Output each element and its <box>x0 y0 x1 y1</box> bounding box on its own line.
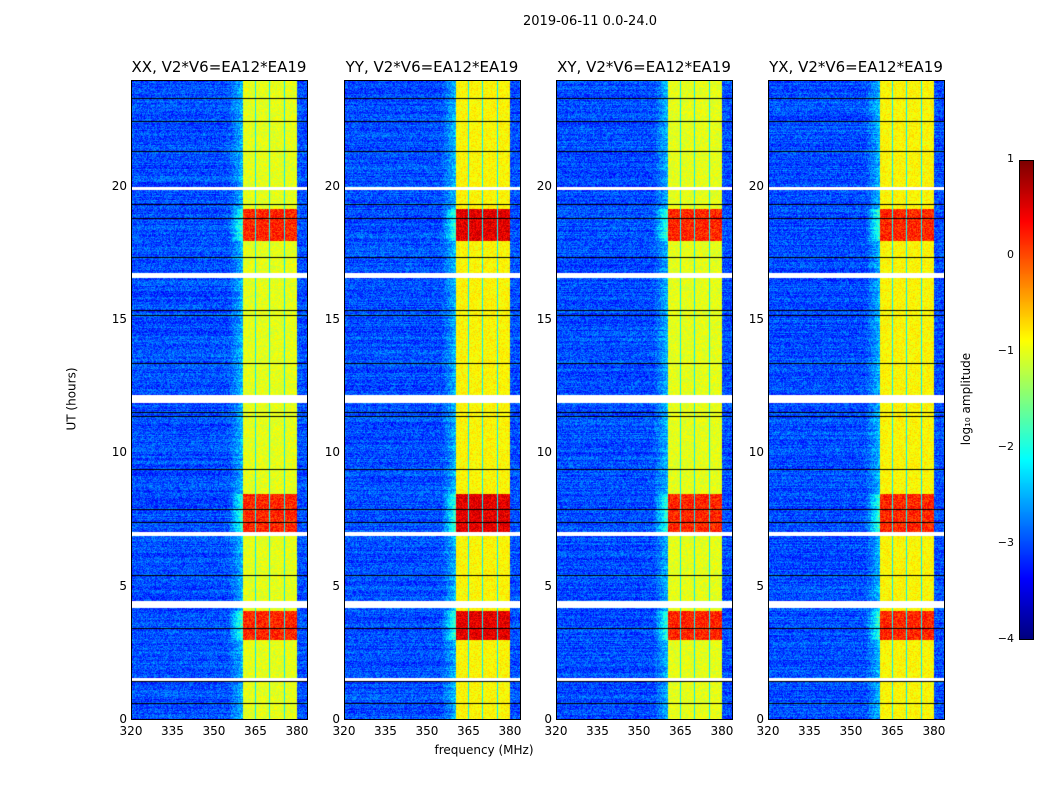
x-tick-label: 335 <box>374 724 397 738</box>
x-tick-label: 350 <box>415 724 439 738</box>
colorbar-tick-label: −4 <box>997 632 1014 645</box>
heatmap-image <box>132 81 307 719</box>
x-tick-label: 320 <box>756 724 780 738</box>
colorbar <box>1019 160 1034 640</box>
colorbar-tick-label: −2 <box>997 440 1014 453</box>
x-tick-label: 380 <box>285 724 309 738</box>
panel-title: YY, V2*V6=EA12*EA19 <box>345 58 519 76</box>
heatmap-panel-2 <box>344 80 521 720</box>
colorbar-tick-label: −1 <box>997 344 1014 357</box>
y-tick-label: 0 <box>544 712 552 726</box>
y-tick-label: 0 <box>756 712 764 726</box>
x-tick-label: 365 <box>669 724 692 738</box>
y-tick-label: 5 <box>119 578 127 593</box>
y-tick-label: 0 <box>119 712 127 726</box>
panel-title: YX, V2*V6=EA12*EA19 <box>769 58 943 76</box>
x-tick-label: 365 <box>244 724 267 738</box>
y-tick-label: 5 <box>756 578 764 593</box>
colorbar-tick-label: 0 <box>1007 248 1014 261</box>
y-tick-label: 15 <box>111 312 127 326</box>
y-tick-label: 10 <box>748 445 764 460</box>
x-tick-label: 335 <box>586 724 609 738</box>
panel-title: XY, V2*V6=EA12*EA19 <box>557 58 731 76</box>
x-tick-label: 320 <box>544 724 568 738</box>
heatmap-image <box>345 81 520 719</box>
y-tick-label: 15 <box>536 312 552 326</box>
y-tick-label: 20 <box>536 178 552 193</box>
y-tick-label: 20 <box>748 178 764 193</box>
y-tick-label: 15 <box>324 312 340 326</box>
x-tick-label: 350 <box>202 724 226 738</box>
x-tick-label: 320 <box>332 724 356 738</box>
x-axis-label: frequency (MHz) <box>434 743 534 757</box>
heatmap-image <box>557 81 732 719</box>
x-tick-label: 350 <box>839 724 863 738</box>
colorbar-label: log₁₀ amplitude <box>959 352 974 446</box>
figure-title: 2019-06-11 0.0-24.0 <box>523 14 657 29</box>
heatmap-panel-3 <box>556 80 733 720</box>
y-tick-label: 10 <box>111 445 127 460</box>
x-tick-label: 320 <box>119 724 143 738</box>
colorbar-tick-label: 1 <box>1007 152 1014 165</box>
y-tick-label: 15 <box>748 312 764 326</box>
y-tick-label: 5 <box>332 578 340 593</box>
y-tick-label: 10 <box>324 445 340 460</box>
x-tick-label: 380 <box>710 724 734 738</box>
y-axis-label: UT (hours) <box>64 367 79 431</box>
y-tick-label: 20 <box>324 178 340 193</box>
x-tick-label: 350 <box>627 724 651 738</box>
y-tick-label: 20 <box>111 178 127 193</box>
y-tick-label: 10 <box>536 445 552 460</box>
heatmap-image <box>769 81 944 719</box>
x-tick-label: 365 <box>457 724 480 738</box>
y-tick-label: 0 <box>332 712 340 726</box>
x-tick-label: 365 <box>881 724 904 738</box>
x-tick-label: 380 <box>922 724 946 738</box>
heatmap-panel-1 <box>131 80 308 720</box>
x-tick-label: 335 <box>161 724 184 738</box>
x-tick-label: 335 <box>798 724 821 738</box>
colorbar-tick-label: −3 <box>997 536 1014 549</box>
panel-title: XX, V2*V6=EA12*EA19 <box>131 58 307 76</box>
x-tick-label: 380 <box>498 724 522 738</box>
heatmap-panel-4 <box>768 80 945 720</box>
y-tick-label: 5 <box>544 578 552 593</box>
